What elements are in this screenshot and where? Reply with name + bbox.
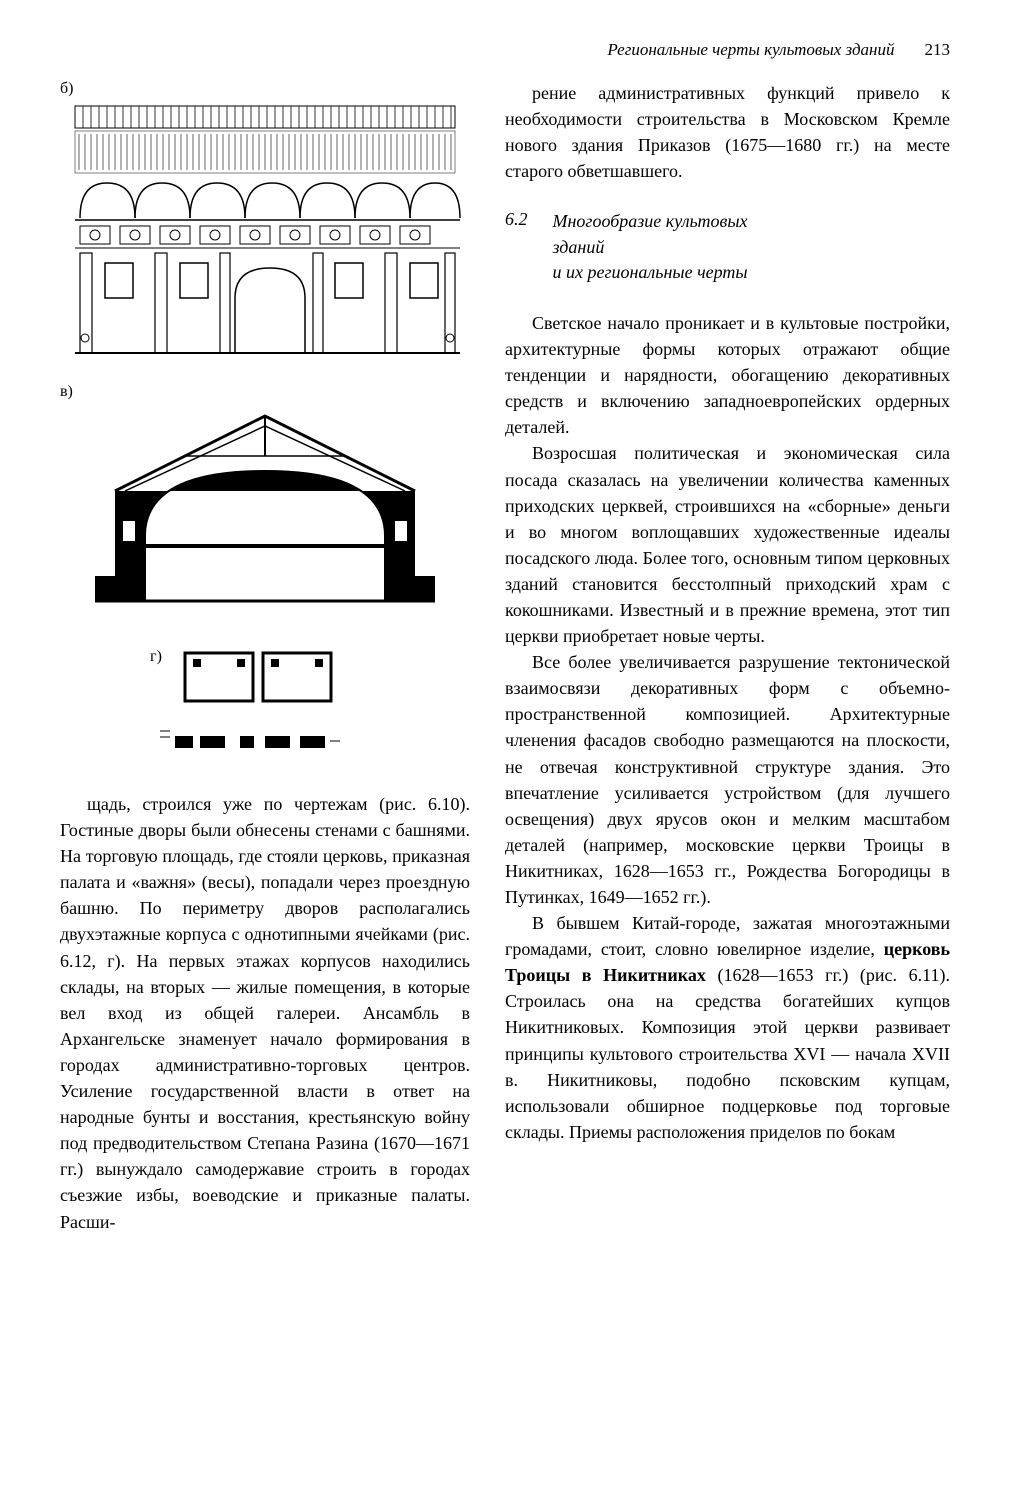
section-heading: 6.2 Многообразие культовых зданий и их р… <box>505 209 950 285</box>
figure-v: в) <box>60 383 470 611</box>
left-paragraph-1: щадь, строился уже по чертежам (рис. 6.1… <box>60 791 470 1235</box>
figure-v-label: в) <box>60 383 73 400</box>
content-area: б) <box>60 80 950 1235</box>
left-column: б) <box>60 80 470 1235</box>
right-paragraph-3: Возросшая политическая и экономическая с… <box>505 440 950 649</box>
right-paragraph-2: Светское начало проникает и в культовые … <box>505 310 950 440</box>
running-title: Региональные черты культовых зданий <box>607 40 894 60</box>
section-number: 6.2 <box>505 209 528 285</box>
figure-b-illustration <box>60 98 470 358</box>
right-paragraph-4: Все более увеличивается разрушение текто… <box>505 649 950 910</box>
right-column: рение административных функций привело к… <box>505 80 950 1235</box>
figure-b-label: б) <box>60 80 73 97</box>
figure-v-illustration <box>60 401 470 611</box>
figures-container: б) <box>60 80 470 761</box>
section-title-line1: Многообразие культовых <box>553 211 748 231</box>
figure-g-illustration: г) <box>60 641 470 761</box>
page-header: Региональные черты культовых зданий 213 <box>60 40 950 60</box>
section-title-line2: зданий <box>553 237 605 257</box>
figure-b: б) <box>60 80 470 358</box>
page-number: 213 <box>925 40 951 60</box>
figure-g: г) <box>60 641 470 761</box>
right-paragraph-5: В бывшем Китай-городе, зажатая многоэтаж… <box>505 910 950 1145</box>
section-title: Многообразие культовых зданий и их регио… <box>553 209 748 285</box>
figure-g-label-svg: г) <box>150 648 162 665</box>
right-p5-part2: (1628—1653 гг.) (рис. 6.11). Строилась о… <box>505 965 950 1142</box>
section-title-line3: и их региональные черты <box>553 262 748 282</box>
right-paragraph-1: рение административных функций привело к… <box>505 80 950 184</box>
